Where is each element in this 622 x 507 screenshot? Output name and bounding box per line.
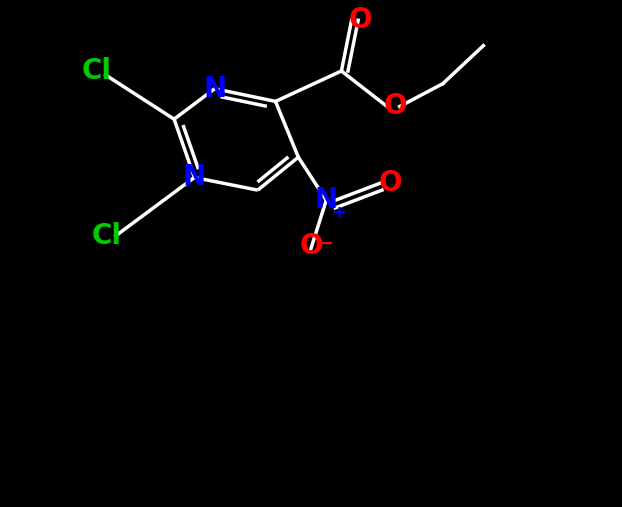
Text: O: O — [383, 92, 407, 121]
Text: N: N — [315, 186, 338, 214]
Text: Cl: Cl — [81, 57, 111, 85]
Text: +: + — [332, 204, 346, 222]
Text: O: O — [378, 168, 402, 197]
Text: O: O — [299, 232, 323, 260]
Text: N: N — [203, 75, 226, 103]
Text: Cl: Cl — [91, 222, 122, 250]
Text: N: N — [183, 163, 206, 192]
Text: −: − — [318, 235, 333, 254]
Text: O: O — [349, 6, 373, 34]
